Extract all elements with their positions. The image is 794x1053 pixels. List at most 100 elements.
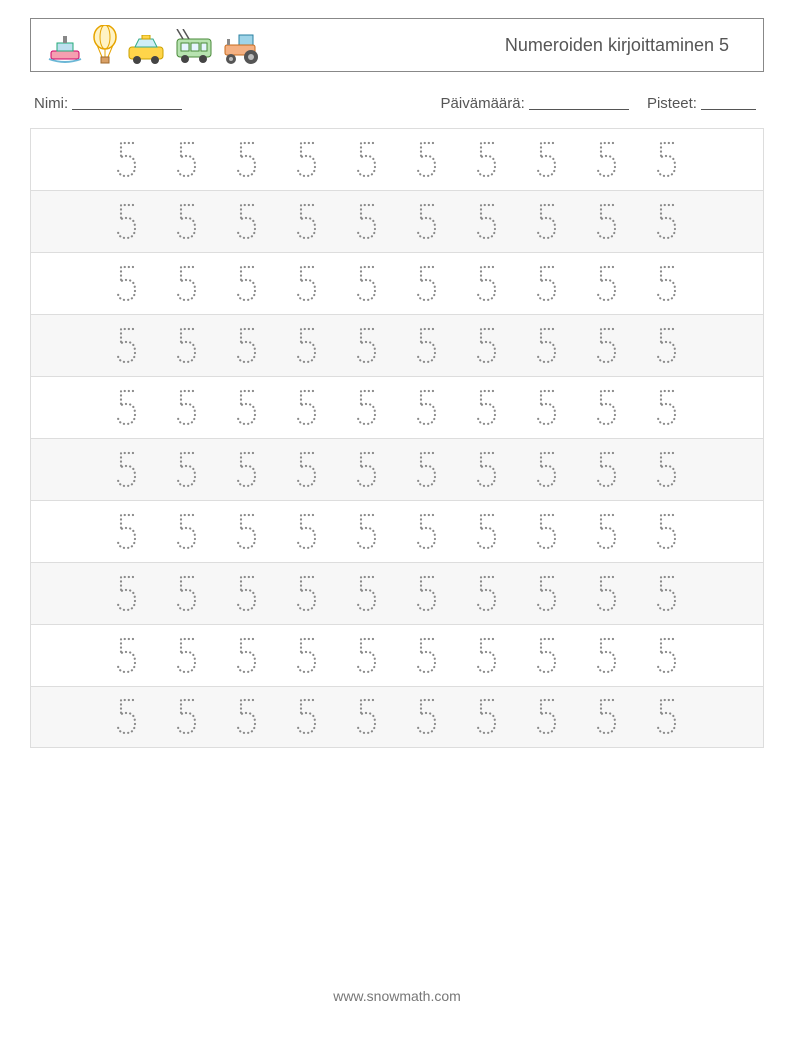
tracing-digit[interactable] [596, 697, 618, 737]
tracing-digit[interactable] [116, 450, 138, 490]
tracing-digit[interactable] [536, 264, 558, 304]
tracing-digit[interactable] [176, 512, 198, 552]
tracing-digit[interactable] [176, 388, 198, 428]
tracing-digit[interactable] [356, 697, 378, 737]
tracing-digit[interactable] [416, 326, 438, 366]
tracing-digit[interactable] [236, 388, 258, 428]
tracing-digit[interactable] [416, 140, 438, 180]
tracing-digit[interactable] [656, 264, 678, 304]
tracing-digit[interactable] [656, 574, 678, 614]
tracing-digit[interactable] [416, 697, 438, 737]
tracing-digit[interactable] [596, 140, 618, 180]
tracing-digit[interactable] [596, 264, 618, 304]
tracing-digit[interactable] [536, 140, 558, 180]
tracing-digit[interactable] [476, 450, 498, 490]
tracing-digit[interactable] [356, 388, 378, 428]
name-blank[interactable] [72, 96, 182, 110]
tracing-digit[interactable] [116, 202, 138, 242]
tracing-digit[interactable] [356, 264, 378, 304]
tracing-digit[interactable] [476, 697, 498, 737]
tracing-digit[interactable] [356, 574, 378, 614]
tracing-digit[interactable] [536, 697, 558, 737]
tracing-digit[interactable] [476, 636, 498, 676]
tracing-digit[interactable] [176, 697, 198, 737]
tracing-digit[interactable] [416, 264, 438, 304]
tracing-digit[interactable] [416, 388, 438, 428]
tracing-digit[interactable] [476, 388, 498, 428]
tracing-digit[interactable] [536, 512, 558, 552]
tracing-digit[interactable] [596, 512, 618, 552]
tracing-digit[interactable] [476, 202, 498, 242]
tracing-digit[interactable] [416, 636, 438, 676]
tracing-digit[interactable] [416, 574, 438, 614]
tracing-digit[interactable] [476, 140, 498, 180]
tracing-digit[interactable] [416, 202, 438, 242]
tracing-digit[interactable] [176, 264, 198, 304]
tracing-digit[interactable] [236, 264, 258, 304]
tracing-digit[interactable] [596, 388, 618, 428]
tracing-digit[interactable] [116, 140, 138, 180]
score-blank[interactable] [701, 96, 756, 110]
tracing-digit[interactable] [176, 574, 198, 614]
tracing-digit[interactable] [296, 450, 318, 490]
tracing-digit[interactable] [536, 326, 558, 366]
tracing-digit[interactable] [116, 264, 138, 304]
tracing-digit[interactable] [356, 326, 378, 366]
tracing-digit[interactable] [476, 264, 498, 304]
tracing-digit[interactable] [296, 264, 318, 304]
tracing-digit[interactable] [596, 636, 618, 676]
tracing-digit[interactable] [236, 326, 258, 366]
tracing-digit[interactable] [656, 202, 678, 242]
tracing-digit[interactable] [356, 636, 378, 676]
tracing-digit[interactable] [296, 326, 318, 366]
tracing-digit[interactable] [116, 326, 138, 366]
tracing-digit[interactable] [116, 512, 138, 552]
tracing-digit[interactable] [656, 140, 678, 180]
tracing-digit[interactable] [596, 574, 618, 614]
tracing-digit[interactable] [236, 140, 258, 180]
tracing-digit[interactable] [596, 326, 618, 366]
tracing-digit[interactable] [416, 450, 438, 490]
date-blank[interactable] [529, 96, 629, 110]
tracing-digit[interactable] [656, 697, 678, 737]
tracing-digit[interactable] [536, 388, 558, 428]
tracing-digit[interactable] [296, 574, 318, 614]
tracing-digit[interactable] [176, 202, 198, 242]
tracing-digit[interactable] [176, 140, 198, 180]
tracing-digit[interactable] [536, 574, 558, 614]
tracing-digit[interactable] [536, 636, 558, 676]
tracing-digit[interactable] [656, 450, 678, 490]
tracing-digit[interactable] [236, 202, 258, 242]
tracing-digit[interactable] [236, 450, 258, 490]
tracing-digit[interactable] [236, 574, 258, 614]
tracing-digit[interactable] [536, 450, 558, 490]
tracing-digit[interactable] [296, 697, 318, 737]
tracing-digit[interactable] [236, 697, 258, 737]
tracing-digit[interactable] [296, 140, 318, 180]
tracing-digit[interactable] [116, 636, 138, 676]
tracing-digit[interactable] [656, 512, 678, 552]
tracing-digit[interactable] [116, 697, 138, 737]
tracing-digit[interactable] [536, 202, 558, 242]
tracing-digit[interactable] [296, 636, 318, 676]
tracing-digit[interactable] [116, 388, 138, 428]
tracing-digit[interactable] [596, 450, 618, 490]
tracing-digit[interactable] [656, 388, 678, 428]
tracing-digit[interactable] [356, 450, 378, 490]
tracing-digit[interactable] [236, 636, 258, 676]
tracing-digit[interactable] [476, 326, 498, 366]
tracing-digit[interactable] [656, 636, 678, 676]
tracing-digit[interactable] [176, 326, 198, 366]
tracing-digit[interactable] [356, 512, 378, 552]
tracing-digit[interactable] [656, 326, 678, 366]
tracing-digit[interactable] [476, 574, 498, 614]
tracing-digit[interactable] [356, 202, 378, 242]
tracing-digit[interactable] [416, 512, 438, 552]
tracing-digit[interactable] [176, 450, 198, 490]
tracing-digit[interactable] [176, 636, 198, 676]
tracing-digit[interactable] [116, 574, 138, 614]
tracing-digit[interactable] [476, 512, 498, 552]
tracing-digit[interactable] [296, 512, 318, 552]
tracing-digit[interactable] [356, 140, 378, 180]
tracing-digit[interactable] [596, 202, 618, 242]
